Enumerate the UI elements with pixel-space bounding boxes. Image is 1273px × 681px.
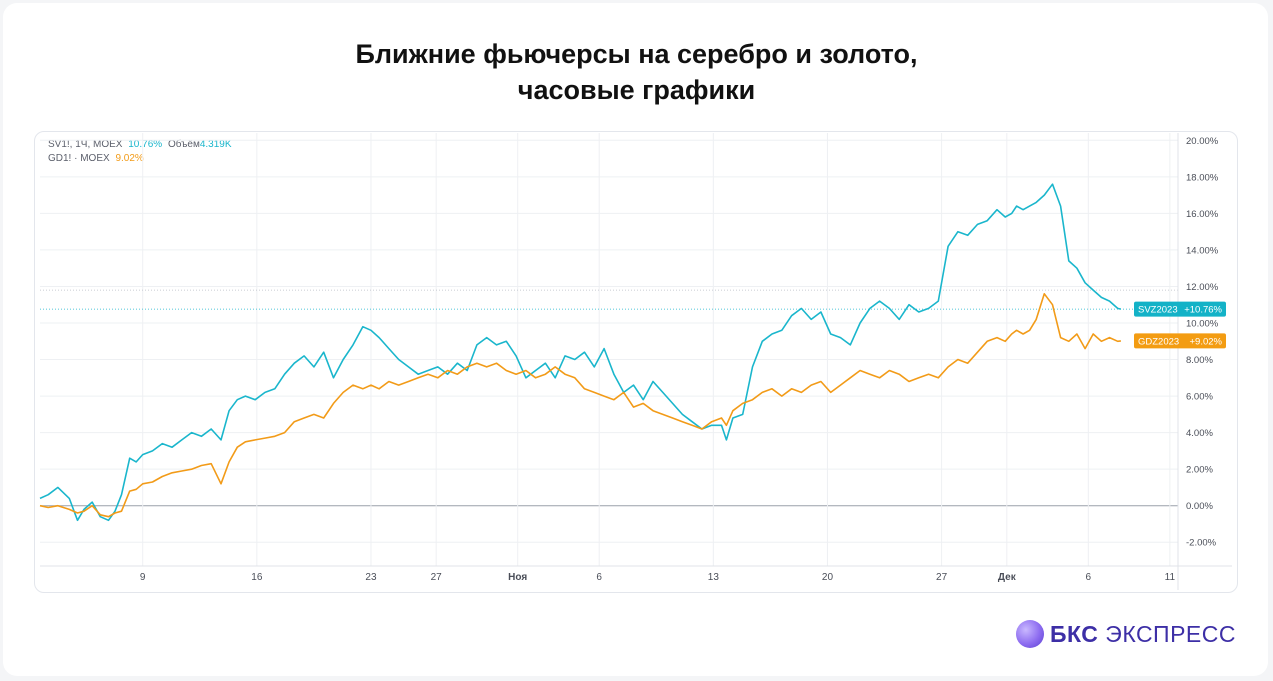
legend-silver: SV1!, 1Ч, MOEX 10.76% Объём4.319K xyxy=(48,139,232,150)
x-tick-label: 11 xyxy=(1165,572,1176,583)
page-title: Ближние фьючерсы на серебро и золото, ча… xyxy=(0,36,1273,108)
gold-price-badge-box xyxy=(1134,333,1226,349)
legend-gold: GD1! · MOEX 9.02% xyxy=(48,153,144,164)
legend-silver-value: 10.76% xyxy=(128,139,163,150)
brand-logo: БКС ЭКСПРЕСС xyxy=(1016,619,1236,649)
x-tick-label: 23 xyxy=(365,572,377,583)
x-tick-label: 16 xyxy=(251,572,263,583)
silver-price-badge-change: +10.76% xyxy=(1184,305,1222,316)
y-tick-label: 2.00% xyxy=(1186,465,1213,476)
legend-gold-value: 9.02% xyxy=(115,153,144,164)
x-tick-label: 20 xyxy=(822,572,834,583)
series-line-svz2023 xyxy=(39,183,1122,522)
x-tick-label: 27 xyxy=(936,572,948,583)
x-tick-label: Дек xyxy=(998,572,1017,583)
title-line-2: часовые графики xyxy=(517,75,756,105)
y-tick-label: 8.00% xyxy=(1186,355,1213,366)
y-tick-label: 10.00% xyxy=(1186,319,1219,330)
x-tick-label: 6 xyxy=(596,572,602,583)
legend-volume-label: Объём xyxy=(167,139,200,150)
silver-price-badge-symbol: SVZ2023 xyxy=(1138,305,1178,316)
gold-price-badge-change: +9.02% xyxy=(1190,336,1223,347)
legend-volume-value: 4.319K xyxy=(199,139,232,150)
y-tick-label: 16.00% xyxy=(1186,209,1219,220)
brand-name-regular: ЭКСПРЕСС xyxy=(1105,620,1236,647)
y-tick-label: -2.00% xyxy=(1186,538,1217,549)
x-tick-label: 27 xyxy=(431,572,443,583)
series-line-gdz2023 xyxy=(39,292,1121,518)
x-tick-label: 9 xyxy=(140,572,146,583)
y-tick-label: 14.00% xyxy=(1186,245,1219,256)
y-tick-label: 18.00% xyxy=(1186,172,1219,183)
title-line-1: Ближние фьючерсы на серебро и золото, xyxy=(355,39,918,69)
gold-price-badge-symbol: GDZ2023 xyxy=(1138,336,1179,347)
brand-name-bold: БКС xyxy=(1050,620,1099,647)
brand-name: БКС ЭКСПРЕСС xyxy=(1050,621,1236,648)
y-tick-label: 6.00% xyxy=(1186,392,1213,403)
silver-price-badge-box xyxy=(1134,301,1226,317)
x-tick-label: 13 xyxy=(708,572,720,583)
brand-mark-icon xyxy=(1016,620,1044,648)
y-tick-label: 20.00% xyxy=(1186,136,1219,147)
y-tick-label: 12.00% xyxy=(1186,282,1219,293)
y-tick-label: 4.00% xyxy=(1186,428,1213,439)
legend-gold-symbol: GD1! · MOEX xyxy=(48,153,110,164)
y-tick-label: 0.00% xyxy=(1186,501,1213,512)
gold-price-badge: GDZ2023 +9.02% xyxy=(1134,333,1226,349)
x-tick-label: Ноя xyxy=(508,572,527,583)
chart-frame xyxy=(34,131,1238,593)
legend-silver-symbol: SV1!, 1Ч, MOEX xyxy=(48,139,123,150)
silver-price-badge: SVZ2023 +10.76% xyxy=(1134,301,1226,317)
x-tick-label: 6 xyxy=(1086,572,1092,583)
